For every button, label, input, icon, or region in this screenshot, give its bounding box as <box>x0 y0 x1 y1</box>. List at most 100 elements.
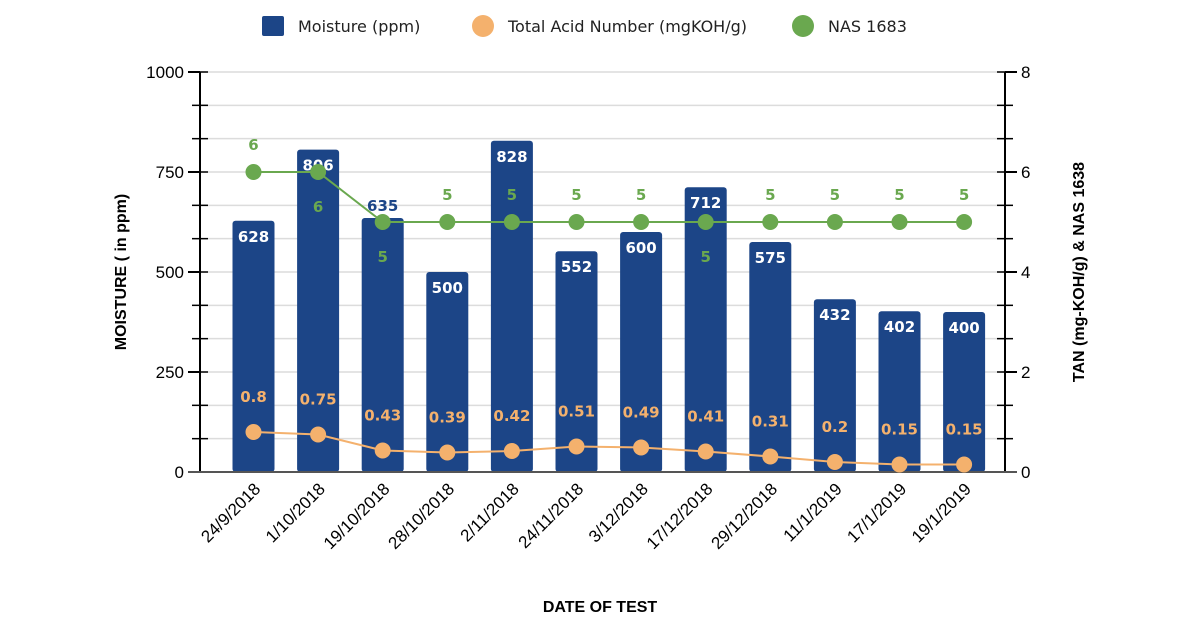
nas-data-label: 6 <box>248 136 258 154</box>
moisture-bar <box>684 187 727 472</box>
tan-point <box>310 426 327 443</box>
moisture-data-label: 635 <box>367 197 398 215</box>
tan-line <box>253 431 965 466</box>
tan-point <box>374 442 391 459</box>
y2-tick-label: 0 <box>1021 463 1030 482</box>
moisture-bar <box>361 218 404 472</box>
y-tick-label: 0 <box>175 463 184 482</box>
tan-point <box>762 448 779 465</box>
nas-point <box>439 214 456 230</box>
nas-point <box>633 214 650 230</box>
x-tick-label: 28/10/2018 <box>385 479 459 553</box>
y-tick-label: 750 <box>156 163 184 182</box>
moisture-data-label: 400 <box>948 319 979 337</box>
tan-data-label: 0.51 <box>558 403 595 421</box>
x-tick-label: 19/10/2018 <box>320 479 394 553</box>
tan-point <box>826 454 843 470</box>
nas-data-label: 5 <box>765 186 775 204</box>
tan-data-label: 0.39 <box>429 409 466 427</box>
moisture-bar <box>878 311 921 472</box>
tan-data-label: 0.15 <box>881 421 918 439</box>
tan-data-label: 0.43 <box>364 407 401 425</box>
x-tick-label: 24/9/2018 <box>197 479 264 546</box>
y2-axis-title: TAN (mg-KOH/g) & NAS 1638 <box>1071 162 1088 382</box>
nas-data-label: 5 <box>636 186 646 204</box>
nas-line <box>253 171 965 223</box>
y-axis-title: MOISTURE ( in ppm) <box>113 194 130 350</box>
y-tick-label: 1000 <box>146 63 184 82</box>
moisture-data-label: 712 <box>690 194 721 212</box>
moisture-bar <box>813 299 856 472</box>
nas-point <box>697 214 714 230</box>
moisture-data-label: 552 <box>561 258 592 276</box>
legend-swatch-moisture <box>262 16 284 36</box>
nas-data-label: 5 <box>442 186 452 204</box>
tan-data-label: 0.15 <box>946 421 983 439</box>
nas-point <box>956 214 973 230</box>
x-axis-title: DATE OF TEST <box>543 599 658 616</box>
x-tick-label: 1/10/2018 <box>262 479 329 546</box>
nas-data-label: 5 <box>571 186 581 204</box>
tan-point <box>503 443 520 459</box>
moisture-data-label: 600 <box>625 239 656 257</box>
moisture-data-label: 500 <box>432 279 463 297</box>
y2-tick-label: 4 <box>1021 263 1030 282</box>
y-tick-label: 250 <box>156 363 184 382</box>
x-tick-label: 29/12/2018 <box>708 479 782 553</box>
moisture-bar <box>749 242 792 472</box>
nas-point <box>891 214 908 230</box>
tan-data-label: 0.2 <box>822 418 849 436</box>
tan-data-label: 0.31 <box>752 413 789 431</box>
tan-point <box>633 439 650 456</box>
x-tick-label: 3/12/2018 <box>585 479 652 546</box>
x-tick-label: 11/1/2019 <box>780 479 846 545</box>
legend-swatch-nas <box>792 15 814 37</box>
y-tick-label: 500 <box>156 263 184 282</box>
tan-data-label: 0.42 <box>493 407 530 425</box>
tan-point <box>891 456 908 473</box>
legend-label: Moisture (ppm) <box>298 17 420 36</box>
nas-point <box>374 214 391 230</box>
tan-point <box>568 438 585 455</box>
moisture-data-label: 432 <box>819 306 850 324</box>
tan-point <box>956 456 973 473</box>
moisture-bar <box>943 312 986 472</box>
moisture-bar <box>490 140 533 473</box>
x-tick-label: 19/1/2019 <box>908 479 975 546</box>
tan-data-label: 0.49 <box>623 404 660 422</box>
nas-data-label: 5 <box>894 186 904 204</box>
nas-point <box>568 214 585 230</box>
nas-data-label: 5 <box>507 186 517 204</box>
moisture-bar <box>555 251 598 472</box>
x-tick-label: 17/1/2019 <box>843 479 910 546</box>
y2-tick-label: 8 <box>1021 63 1030 82</box>
tan-point <box>439 444 456 461</box>
tan-data-label: 0.75 <box>300 391 337 409</box>
nas-point <box>762 214 779 230</box>
moisture-bar <box>297 149 340 472</box>
moisture-data-label: 628 <box>238 228 269 246</box>
moisture-bar <box>426 272 469 472</box>
moisture-data-label: 575 <box>755 249 786 267</box>
x-tick-label: 2/11/2018 <box>457 479 523 545</box>
tan-point <box>697 443 714 460</box>
nas-point <box>245 164 262 180</box>
legend-label: NAS 1683 <box>828 17 907 36</box>
y2-tick-label: 6 <box>1021 163 1030 182</box>
nas-data-label: 6 <box>313 198 323 216</box>
moisture-bar <box>620 232 663 472</box>
nas-data-label: 5 <box>700 248 710 266</box>
nas-point <box>503 214 520 230</box>
tan-data-label: 0.41 <box>687 408 724 426</box>
moisture-data-label: 402 <box>884 318 915 336</box>
nas-data-label: 5 <box>959 186 969 204</box>
moisture-data-label: 828 <box>496 148 527 166</box>
moisture-bar <box>232 220 275 472</box>
x-tick-label: 17/12/2018 <box>643 479 717 553</box>
nas-point <box>826 214 843 230</box>
nas-data-label: 5 <box>830 186 840 204</box>
y2-tick-label: 2 <box>1021 363 1030 382</box>
x-tick-label: 24/11/2018 <box>515 479 588 552</box>
legend-swatch-tan <box>472 15 494 37</box>
